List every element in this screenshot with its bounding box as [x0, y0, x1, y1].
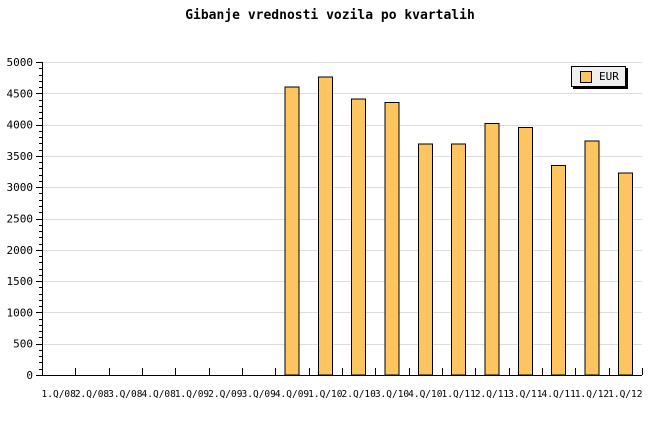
y-axis-label: 4000: [7, 119, 34, 132]
x-axis-label: 1.Q/09: [175, 389, 210, 400]
bar: [384, 102, 400, 376]
x-axis-label: 4.Q/09: [275, 389, 310, 400]
chart-title: Gibanje vrednosti vozila po kvartalih: [185, 8, 475, 23]
y-axis-label: 4500: [7, 87, 34, 100]
y-axis-label: 3500: [7, 150, 34, 163]
x-axis-label: 4.Q/10: [408, 389, 443, 400]
x-axis-label: 1.Q/08: [42, 389, 77, 400]
legend-swatch-icon: [580, 70, 592, 83]
x-axis-label: 1.Q/11: [442, 389, 477, 400]
x-axis-label: 2.Q/11: [475, 389, 510, 400]
x-axis-label: 4.Q/11: [542, 389, 577, 400]
x-axis-label: 3.Q/10: [375, 389, 410, 400]
bar: [517, 127, 533, 376]
x-axis-label: 1.Q/10: [308, 389, 343, 400]
x-axis-label: 3.Q/09: [242, 389, 277, 400]
bar: [617, 172, 633, 376]
bar: [284, 86, 300, 376]
y-axis-label: 500: [13, 338, 33, 351]
x-axis-label: 4.Q/08: [142, 389, 177, 400]
bar: [351, 98, 367, 376]
y-axis-label: 2500: [7, 213, 34, 226]
x-axis-label: 1.Q/12: [608, 389, 642, 400]
y-axis-label: 0: [26, 369, 33, 382]
y-axis-label: 2000: [7, 244, 34, 257]
y-axis-label: 3000: [7, 181, 34, 194]
y-axis-label: 1000: [7, 306, 34, 319]
x-axis-label: 3.Q/08: [108, 389, 143, 400]
bar: [584, 140, 600, 376]
y-axis-label: 5000: [7, 56, 34, 69]
x-axis-label: 1.Q/12: [575, 389, 609, 400]
y-axis-label: 1500: [7, 275, 34, 288]
bar: [451, 143, 467, 376]
x-axis-label: 3.Q/11: [508, 389, 543, 400]
x-axis-label: 2.Q/10: [342, 389, 377, 400]
bar: [317, 76, 333, 376]
bar: [417, 143, 433, 376]
bar: [551, 164, 567, 376]
legend-label: EUR: [599, 70, 619, 83]
x-axis-label: 2.Q/08: [75, 389, 110, 400]
x-axis-label: 2.Q/09: [208, 389, 243, 400]
legend: EUR: [571, 66, 626, 87]
bar: [484, 122, 500, 376]
